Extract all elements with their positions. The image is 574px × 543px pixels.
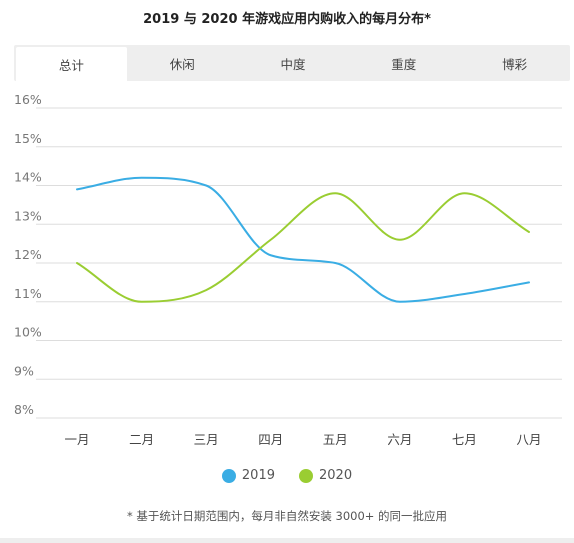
y-tick-label: 12% bbox=[14, 247, 42, 262]
footnote: * 基于统计日期范围内，每月非自然安装 3000+ 的同一批应用 bbox=[126, 509, 448, 523]
x-tick-label: 三月 bbox=[194, 432, 219, 447]
chart-legend: 2019 2020 bbox=[0, 468, 574, 483]
x-tick-label: 六月 bbox=[387, 432, 412, 447]
chart-title: 2019 与 2020 年游戏应用内购收入的每月分布* bbox=[143, 12, 431, 27]
y-tick-label: 10% bbox=[14, 325, 42, 340]
grid-lines bbox=[36, 107, 562, 419]
legend-label-2019: 2019 bbox=[241, 468, 275, 483]
tab-total[interactable]: 总计 bbox=[16, 47, 127, 81]
legend-label-2020: 2020 bbox=[319, 468, 353, 483]
series-line-2019 bbox=[76, 176, 530, 303]
y-tick-label: 9% bbox=[14, 363, 34, 378]
bottom-divider bbox=[0, 538, 574, 543]
legend-item-2019[interactable]: 2019 bbox=[221, 468, 275, 483]
category-tabs: 总计 休闲 中度 重度 博彩 bbox=[14, 45, 570, 81]
tab-hardcore[interactable]: 重度 bbox=[391, 56, 417, 72]
series-lines bbox=[76, 176, 530, 303]
x-tick-label: 一月 bbox=[64, 432, 89, 447]
x-tick-label: 二月 bbox=[129, 432, 154, 447]
legend-item-2020[interactable]: 2020 bbox=[299, 468, 352, 483]
y-tick-label: 14% bbox=[14, 170, 42, 185]
tab-casino[interactable]: 博彩 bbox=[502, 56, 528, 72]
y-tick-label: 15% bbox=[14, 131, 42, 146]
x-tick-label: 五月 bbox=[323, 432, 348, 447]
x-tick-label: 四月 bbox=[258, 432, 283, 447]
x-axis-ticks: 一月 二月 三月 四月 五月 六月 七月 八月 bbox=[64, 432, 541, 447]
tab-casual[interactable]: 休闲 bbox=[169, 56, 195, 72]
legend-dot-2020 bbox=[299, 468, 313, 483]
line-chart: 8% 9% 10% 11% 12% 13% 14% 15% 16% 一月 二月 三月 四月 五月 六月 七月… bbox=[14, 92, 562, 447]
y-tick-label: 16% bbox=[14, 92, 42, 107]
x-tick-label: 七月 bbox=[452, 432, 477, 447]
series-line-2020 bbox=[76, 192, 530, 303]
y-tick-label: 8% bbox=[14, 402, 34, 417]
x-tick-label: 八月 bbox=[516, 432, 541, 447]
y-axis-ticks: 8% 9% 10% 11% 12% 13% 14% 15% 16% bbox=[14, 92, 42, 417]
legend-dot-2019 bbox=[221, 468, 236, 483]
y-tick-label: 11% bbox=[14, 286, 42, 301]
y-tick-label: 13% bbox=[14, 208, 42, 223]
tab-midcore[interactable]: 中度 bbox=[280, 56, 306, 72]
